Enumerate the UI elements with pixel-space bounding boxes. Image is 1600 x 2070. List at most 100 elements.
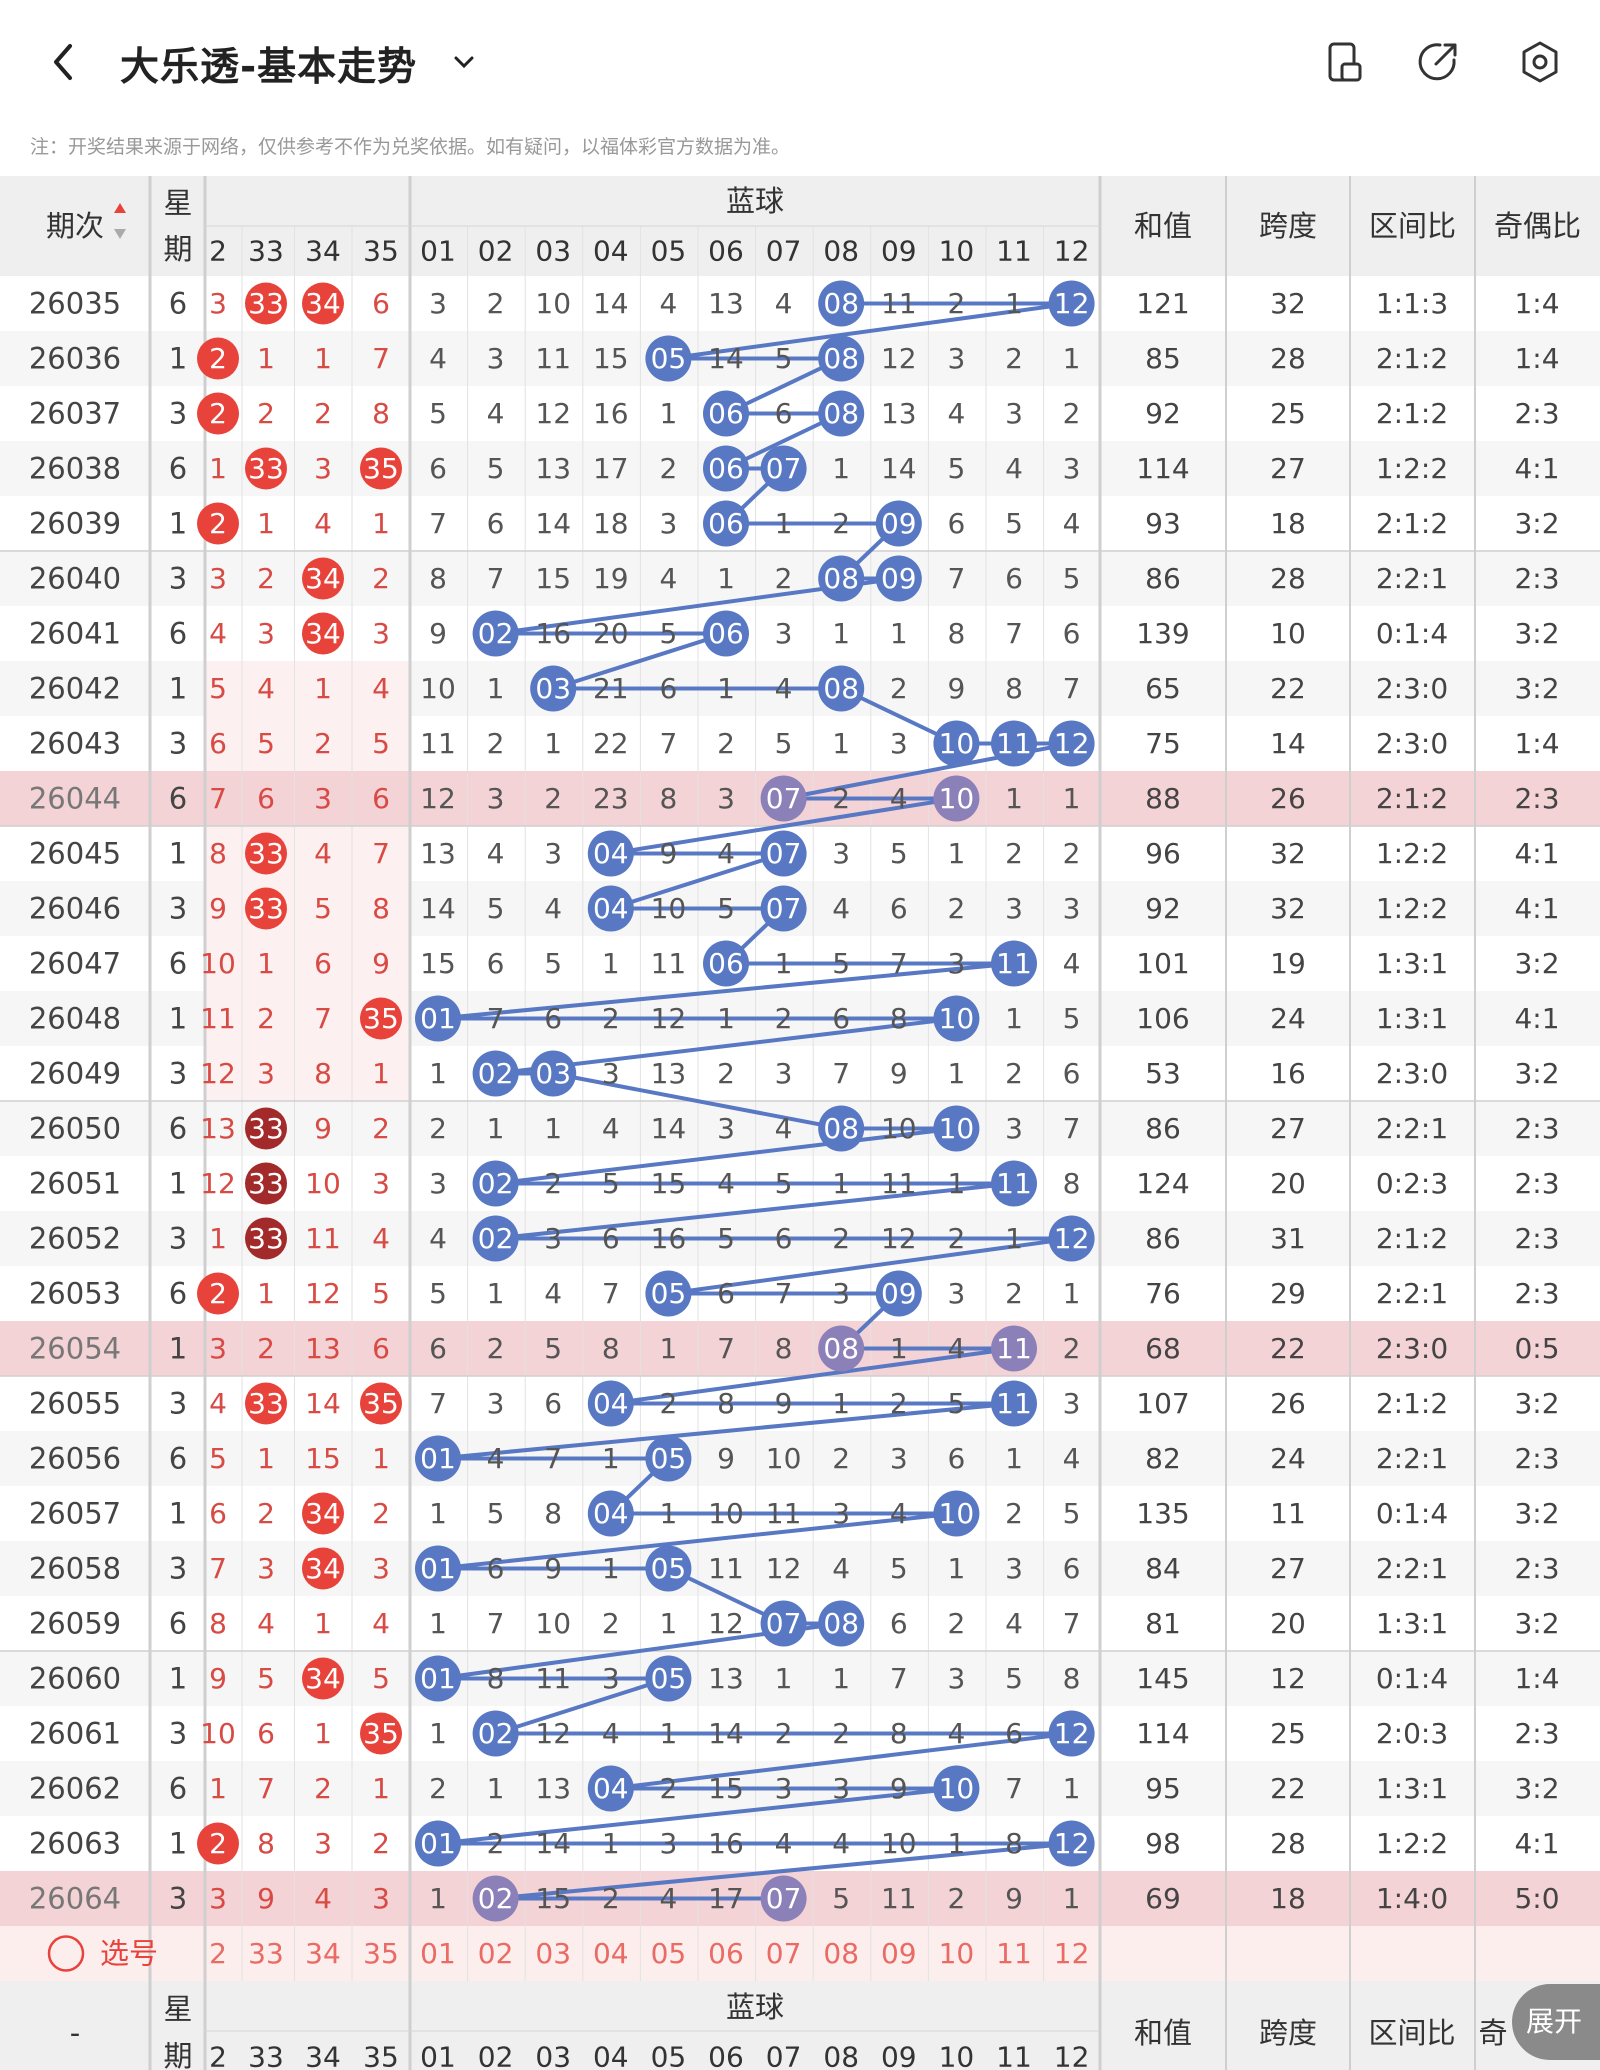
- blue-miss-cell: 3: [890, 727, 908, 760]
- blue-miss-cell: 8: [602, 1332, 620, 1365]
- blue-miss-cell: 14: [420, 892, 456, 925]
- blue-miss-cell: 1: [487, 1112, 505, 1145]
- blue-miss-cell: 2: [1063, 1332, 1081, 1365]
- sum-cell: 53: [1145, 1057, 1181, 1090]
- select-blue-number[interactable]: 08: [823, 1937, 859, 1970]
- blue-miss-cell: 6: [890, 1607, 908, 1640]
- footer-blue-header: 12: [1054, 2041, 1090, 2070]
- select-blue-number[interactable]: 06: [708, 1937, 744, 1970]
- sum-cell: 145: [1136, 1662, 1189, 1695]
- page-title[interactable]: 大乐透-基本走势: [120, 45, 418, 90]
- front-miss-cell: 3: [314, 782, 332, 815]
- blue-miss-cell: 7: [775, 1277, 793, 1310]
- front-miss-cell: 1: [257, 342, 275, 375]
- blue-ball: [472, 1050, 519, 1097]
- blue-miss-cell: 6: [1005, 1717, 1023, 1750]
- select-label[interactable]: 选号: [100, 1937, 158, 1971]
- front-miss-cell: 5: [314, 892, 332, 925]
- blue-ball: [530, 1050, 577, 1097]
- blue-miss-cell: 3: [659, 507, 677, 540]
- zone-ratio-cell: 2:3:0: [1376, 1057, 1448, 1090]
- blue-ball: [415, 995, 461, 1042]
- front-miss-cell: 13: [200, 1112, 236, 1145]
- blue-miss-cell: 6: [717, 1277, 735, 1310]
- blue-miss-cell: 5: [890, 837, 908, 870]
- select-blue-number[interactable]: 02: [478, 1937, 514, 1970]
- front-miss-cell: 5: [209, 672, 227, 705]
- blue-ball-number: 04: [593, 1387, 629, 1420]
- blue-ball: [1048, 1820, 1095, 1867]
- sum-cell: 96: [1145, 837, 1181, 870]
- select-blue-number[interactable]: 07: [766, 1937, 802, 1970]
- select-blue-number[interactable]: 04: [593, 1937, 629, 1970]
- select-front-number[interactable]: 33: [248, 1937, 284, 1970]
- blue-miss-cell: 9: [775, 1387, 793, 1420]
- sort-down-icon[interactable]: [114, 229, 126, 239]
- blue-miss-cell: 4: [717, 1167, 735, 1200]
- span-cell: 28: [1270, 342, 1306, 375]
- blue-miss-cell: 3: [947, 947, 965, 980]
- issue-cell: 26054: [29, 1332, 121, 1366]
- blue-miss-cell: 2: [659, 1772, 677, 1805]
- select-blue-number[interactable]: 10: [939, 1937, 975, 1970]
- front-ball-number: 33: [248, 1387, 284, 1420]
- blue-miss-cell: 1: [1063, 1882, 1081, 1915]
- settings-icon[interactable]: [1516, 38, 1564, 86]
- front-col-header: 34: [305, 235, 341, 268]
- front-zone-shade: [205, 936, 410, 991]
- blue-miss-cell: 6: [429, 1332, 447, 1365]
- blue-miss-cell: 11: [651, 947, 687, 980]
- sort-up-icon[interactable]: [114, 203, 126, 213]
- blue-miss-cell: 10: [420, 672, 456, 705]
- blue-miss-cell: 5: [775, 727, 793, 760]
- select-blue-number[interactable]: 12: [1054, 1937, 1090, 1970]
- blue-miss-cell: 3: [947, 342, 965, 375]
- blue-miss-cell: 16: [593, 397, 629, 430]
- select-blue-number[interactable]: 09: [881, 1937, 917, 1970]
- sum-cell: 107: [1136, 1387, 1189, 1420]
- blue-miss-cell: 13: [651, 1057, 687, 1090]
- front-miss-cell: 5: [257, 727, 275, 760]
- blue-miss-cell: 17: [708, 1882, 744, 1915]
- front-ball-number: 35: [363, 1387, 399, 1420]
- odd-even-cell: 3:2: [1514, 617, 1559, 650]
- issue-cell: 26036: [29, 342, 121, 376]
- select-front-number[interactable]: 35: [363, 1937, 399, 1970]
- footer-front-header: 33: [248, 2041, 284, 2070]
- select-radio[interactable]: [47, 1935, 85, 1972]
- issue-cell: 26057: [29, 1497, 121, 1531]
- front-ball-number: 34: [305, 1497, 341, 1530]
- week-cell: 3: [169, 397, 187, 431]
- chevron-down-icon[interactable]: [450, 48, 478, 76]
- blue-col-header: 03: [535, 235, 571, 268]
- expand-button[interactable]: 展开: [1512, 1984, 1600, 2060]
- chevron-left-icon[interactable]: [40, 38, 88, 86]
- blue-ball: [760, 775, 807, 822]
- blue-miss-cell: 9: [717, 1442, 735, 1475]
- blue-miss-cell: 15: [420, 947, 456, 980]
- front-miss-cell: 2: [372, 1112, 390, 1145]
- select-blue-number[interactable]: 05: [651, 1937, 687, 1970]
- front-miss-cell: 10: [200, 1717, 236, 1750]
- front-miss-cell: 10: [305, 1167, 341, 1200]
- select-blue-number[interactable]: 03: [535, 1937, 571, 1970]
- blue-ball: [991, 1160, 1037, 1207]
- issue-cell: 26042: [29, 672, 121, 706]
- blue-miss-cell: 3: [832, 1497, 850, 1530]
- layout-icon[interactable]: [1320, 38, 1368, 86]
- select-front-number[interactable]: 2: [209, 1937, 227, 1970]
- blue-miss-cell: 3: [544, 837, 562, 870]
- week-cell: 3: [169, 892, 187, 926]
- front-miss-cell: 8: [209, 837, 227, 870]
- select-blue-number[interactable]: 01: [420, 1937, 456, 1970]
- front-ball-number: 34: [305, 287, 341, 320]
- blue-miss-cell: 7: [1063, 1607, 1081, 1640]
- select-blue-number[interactable]: 11: [996, 1937, 1032, 1970]
- share-icon[interactable]: [1414, 38, 1462, 86]
- select-front-number[interactable]: 34: [305, 1937, 341, 1970]
- blue-ball-number: 09: [881, 1277, 917, 1310]
- week-cell: 3: [169, 1882, 187, 1916]
- blue-miss-cell: 2: [487, 1827, 505, 1860]
- blue-miss-cell: 10: [535, 1607, 571, 1640]
- blue-miss-cell: 2: [429, 1772, 447, 1805]
